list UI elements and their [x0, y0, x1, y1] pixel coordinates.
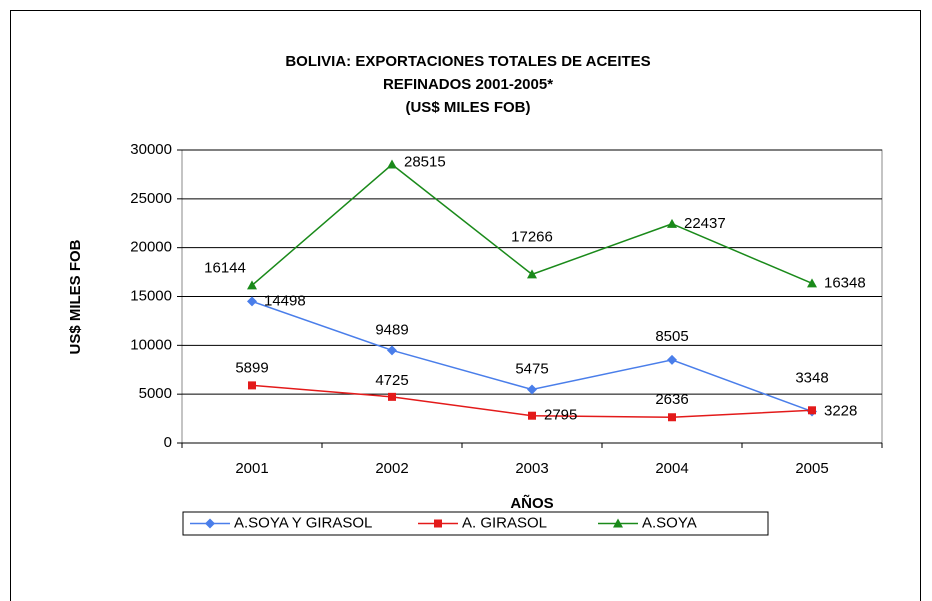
marker [528, 411, 536, 420]
legend [182, 511, 769, 536]
marker [527, 269, 537, 279]
data-label: 16348 [824, 274, 866, 291]
chart-border [10, 10, 921, 601]
data-label: 9489 [375, 321, 408, 338]
marker [247, 280, 257, 290]
data-label: 3228 [824, 402, 857, 419]
y-tick-label: 20000 [130, 239, 172, 256]
marker [667, 354, 677, 365]
data-label: 5475 [515, 360, 548, 377]
marker [247, 296, 257, 307]
y-tick-label: 0 [164, 434, 172, 451]
data-label: 16144 [204, 259, 246, 276]
legend-marker [434, 519, 442, 528]
data-label: 4725 [375, 372, 408, 389]
data-label: 3348 [795, 369, 828, 386]
x-axis-title: AÑOS [510, 494, 553, 512]
data-label: 2795 [544, 407, 577, 424]
x-tick-label: 2004 [655, 460, 688, 477]
y-tick-label: 25000 [130, 190, 172, 207]
data-label: 28515 [404, 153, 446, 170]
legend-label: A.SOYA Y GIRASOL [234, 514, 372, 531]
x-tick-label: 2002 [375, 460, 408, 477]
marker [807, 278, 817, 288]
data-label: 17266 [511, 228, 553, 245]
marker [668, 413, 676, 422]
y-axis-title: US$ MILES FOB [67, 239, 84, 354]
marker [387, 345, 397, 356]
y-tick-label: 15000 [130, 287, 172, 304]
chart-title: BOLIVIA: EXPORTACIONES TOTALES DE ACEITE… [285, 53, 650, 70]
x-tick-label: 2003 [515, 460, 548, 477]
data-label: 22437 [684, 215, 726, 232]
legend-label: A. GIRASOL [462, 514, 547, 531]
marker [527, 384, 537, 395]
data-label: 2636 [655, 391, 688, 408]
data-label: 14498 [264, 292, 306, 309]
y-tick-label: 10000 [130, 336, 172, 353]
legend-marker [205, 518, 215, 529]
y-tick-label: 5000 [139, 385, 172, 402]
x-tick-label: 2001 [235, 460, 268, 477]
chart-title: REFINADOS 2001-2005* [383, 76, 553, 93]
marker [667, 218, 677, 228]
marker [387, 159, 397, 169]
chart-title: (US$ MILES FOB) [405, 99, 530, 116]
legend-marker [613, 518, 623, 528]
marker [808, 406, 816, 415]
marker [248, 381, 256, 390]
marker [388, 392, 396, 401]
data-label: 5899 [235, 359, 268, 376]
x-tick-label: 2005 [795, 460, 828, 477]
y-tick-label: 30000 [130, 141, 172, 158]
data-label: 8505 [655, 328, 688, 345]
legend-label: A.SOYA [642, 514, 697, 531]
